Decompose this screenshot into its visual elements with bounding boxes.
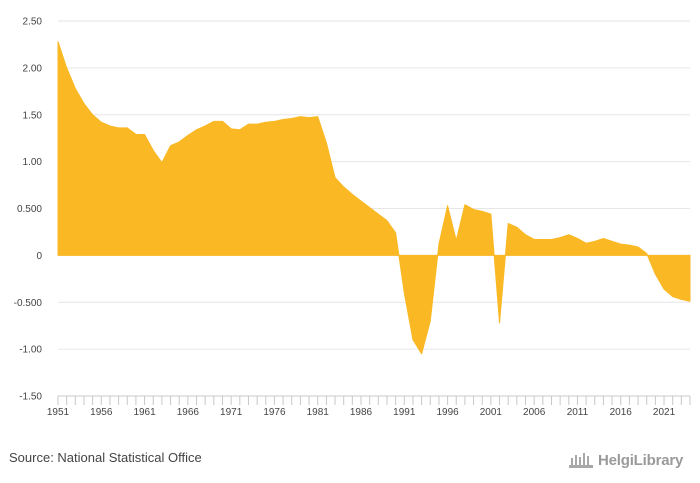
y-axis-ticks: 2.50 2.00 1.50 1.00 0.500 0 -0.500 -1.00 -1.50 (14, 17, 43, 403)
library-icon (569, 453, 593, 468)
x-tick-label: 1956 (90, 407, 113, 418)
y-tick-label: 2.00 (23, 63, 43, 74)
logo-text: HelgiLibrary (598, 451, 684, 469)
y-tick-label: 2.50 (23, 17, 43, 28)
x-tick-label: 1996 (436, 407, 459, 418)
x-tick-label: 2021 (653, 407, 676, 418)
x-tick-label: 1971 (220, 407, 243, 418)
x-tick-label: 1951 (47, 407, 70, 418)
x-tick-label: 1966 (177, 407, 200, 418)
area-layer (57, 41, 691, 355)
y-tick-label: 1.50 (23, 110, 43, 121)
y-tick-label: -0.500 (14, 298, 43, 309)
y-tick-label: 1.00 (23, 157, 43, 168)
y-tick-label: -1.00 (19, 345, 42, 356)
y-tick-label: -1.50 (19, 392, 42, 403)
x-tick-label: 1986 (350, 407, 373, 418)
x-tick-label: 1961 (133, 407, 156, 418)
x-tick-label: 1981 (307, 407, 330, 418)
data-area (57, 41, 691, 355)
y-tick-label: 0.500 (17, 204, 42, 215)
y-tick-label: 0 (36, 251, 42, 262)
x-tick-label: 2011 (567, 407, 589, 418)
x-axis: 1951 1956 1961 1966 1971 1976 1981 1986 1991 1996… (47, 395, 691, 418)
x-tick-label: 2006 (523, 407, 546, 418)
source-note: Source: National Statistical Office (9, 450, 202, 465)
area-chart: 2.50 2.00 1.50 1.00 0.500 0 -0.500 -1.00 -1.50 1… (14, 17, 691, 418)
x-tick-label: 2016 (610, 407, 633, 418)
helgi-library-logo[interactable]: HelgiLibrary (568, 449, 692, 471)
x-tick-label: 1991 (393, 407, 416, 418)
x-tick-label: 2001 (480, 407, 503, 418)
x-tick-label: 1976 (263, 407, 286, 418)
